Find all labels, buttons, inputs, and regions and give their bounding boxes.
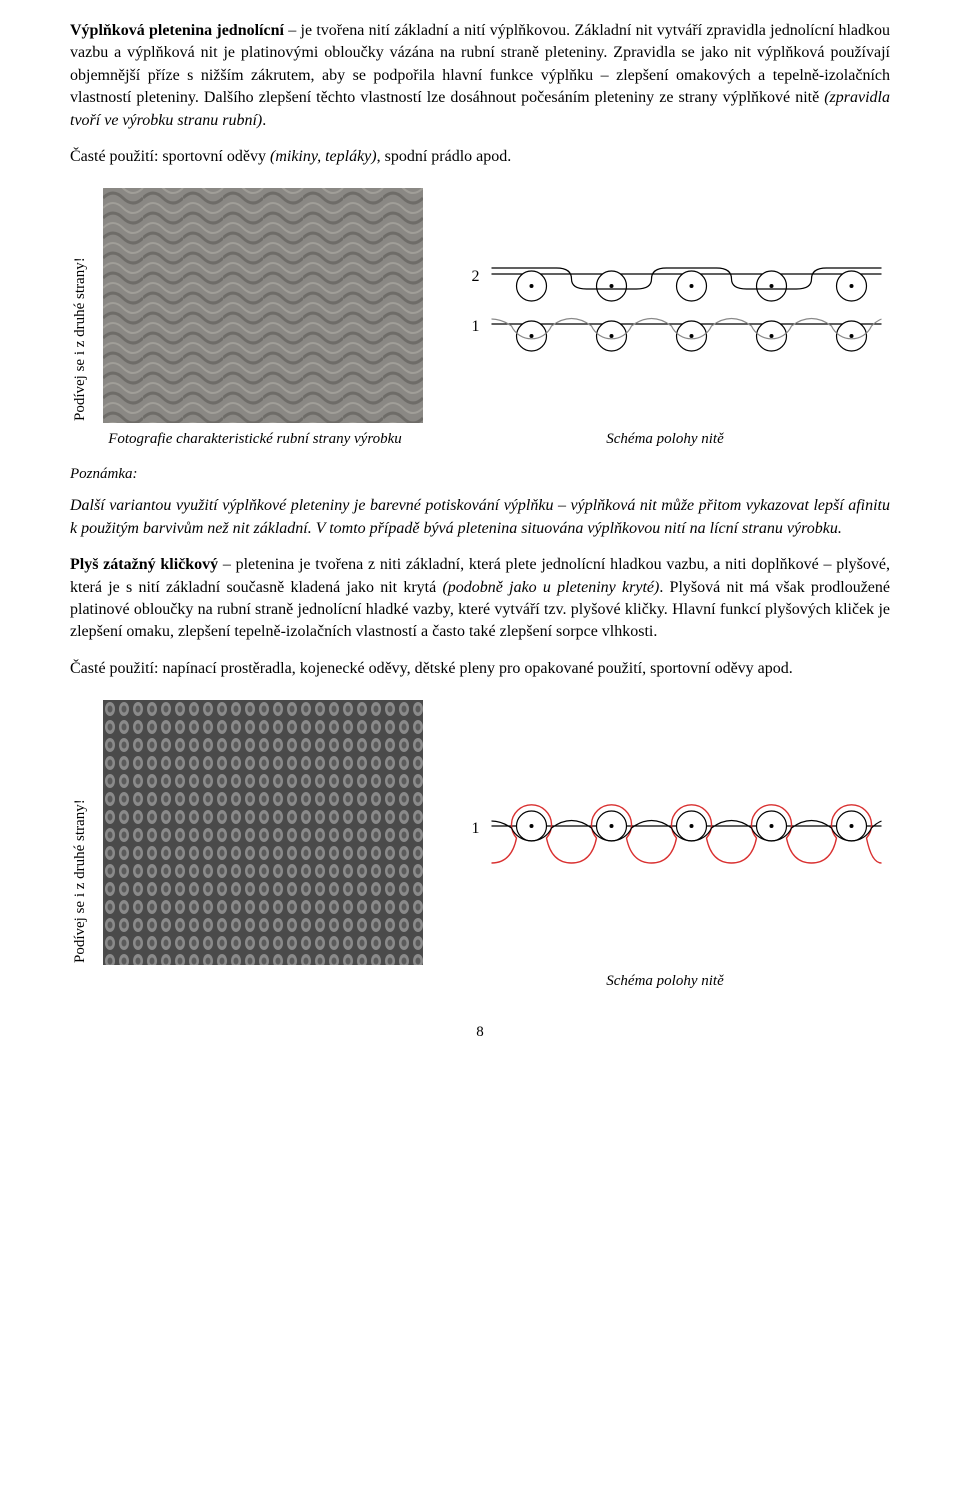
paragraph-plys: Plyš zátažný kličkový – pletenina je tvo…	[70, 554, 890, 644]
diagram1-label-1: 1	[472, 318, 480, 335]
caption-right-1: Schéma polohy nitě	[440, 429, 890, 450]
page-number: 8	[70, 1022, 890, 1043]
usage1-prefix: Časté použití: sportovní oděvy	[70, 148, 270, 165]
poznamka-label: Poznámka:	[70, 464, 890, 485]
term-bold: Výplňková pletenina jednolícní	[70, 22, 284, 39]
usage1-italic: (mikiny, tepláky)	[270, 148, 377, 165]
caption-row-2: Schéma polohy nitě	[70, 971, 890, 992]
note-paragraph: Další variantou využití výplňkové pleten…	[70, 495, 890, 540]
caption-left-2	[70, 971, 440, 992]
diagram1-row2-needles	[517, 271, 867, 301]
figure-section-1: Podívej se i z druhé strany! 2	[70, 188, 890, 423]
figure-left-2	[103, 700, 423, 965]
usage-1: Časté použití: sportovní oděvy (mikiny, …	[70, 146, 890, 168]
caption-left-1: Fotografie charakteristické rubní strany…	[70, 429, 440, 450]
diagram1-row1-needles	[517, 321, 867, 351]
paragraph-vyplnkova: Výplňková pletenina jednolícní – je tvoř…	[70, 20, 890, 132]
texture-photo-2	[103, 700, 423, 965]
texture-photo-1	[103, 188, 423, 423]
figure-section-2: Podívej se i z druhé strany! 1	[70, 700, 890, 965]
para1-end: .	[262, 112, 266, 129]
vertical-label-1: Podívej se i z druhé strany!	[70, 191, 91, 421]
caption-row-1: Fotografie charakteristické rubní strany…	[70, 429, 890, 450]
term2-bold: Plyš zátažný kličkový	[70, 556, 218, 573]
figure-right-2: 1	[453, 700, 890, 965]
usage1-suffix: , spodní prádlo apod.	[377, 148, 512, 165]
diagram2-label-1: 1	[472, 820, 480, 837]
vertical-label-2: Podívej se i z druhé strany!	[70, 703, 91, 963]
caption-right-2: Schéma polohy nitě	[440, 971, 890, 992]
schema-diagram-2: 1	[453, 763, 890, 903]
figure-pair-2: 1	[103, 700, 890, 965]
figure-left-1	[103, 188, 423, 423]
usage2-text: napínací prostěradla, kojenecké oděvy, d…	[162, 660, 792, 677]
caption1-left-text: Fotografie charakteristické rubní strany…	[70, 429, 440, 450]
diagram1-label-2: 2	[472, 268, 480, 285]
usage-2: Časté použití: napínací prostěradla, koj…	[182, 658, 890, 680]
figure-pair-1: 2 1	[103, 188, 890, 423]
figure-right-1: 2 1	[453, 188, 890, 423]
para2-i1: (podobně jako u pleteniny kryté)	[442, 579, 659, 596]
schema-diagram-1: 2 1	[453, 231, 890, 381]
usage2-prefix: Časté použití:	[70, 660, 162, 677]
